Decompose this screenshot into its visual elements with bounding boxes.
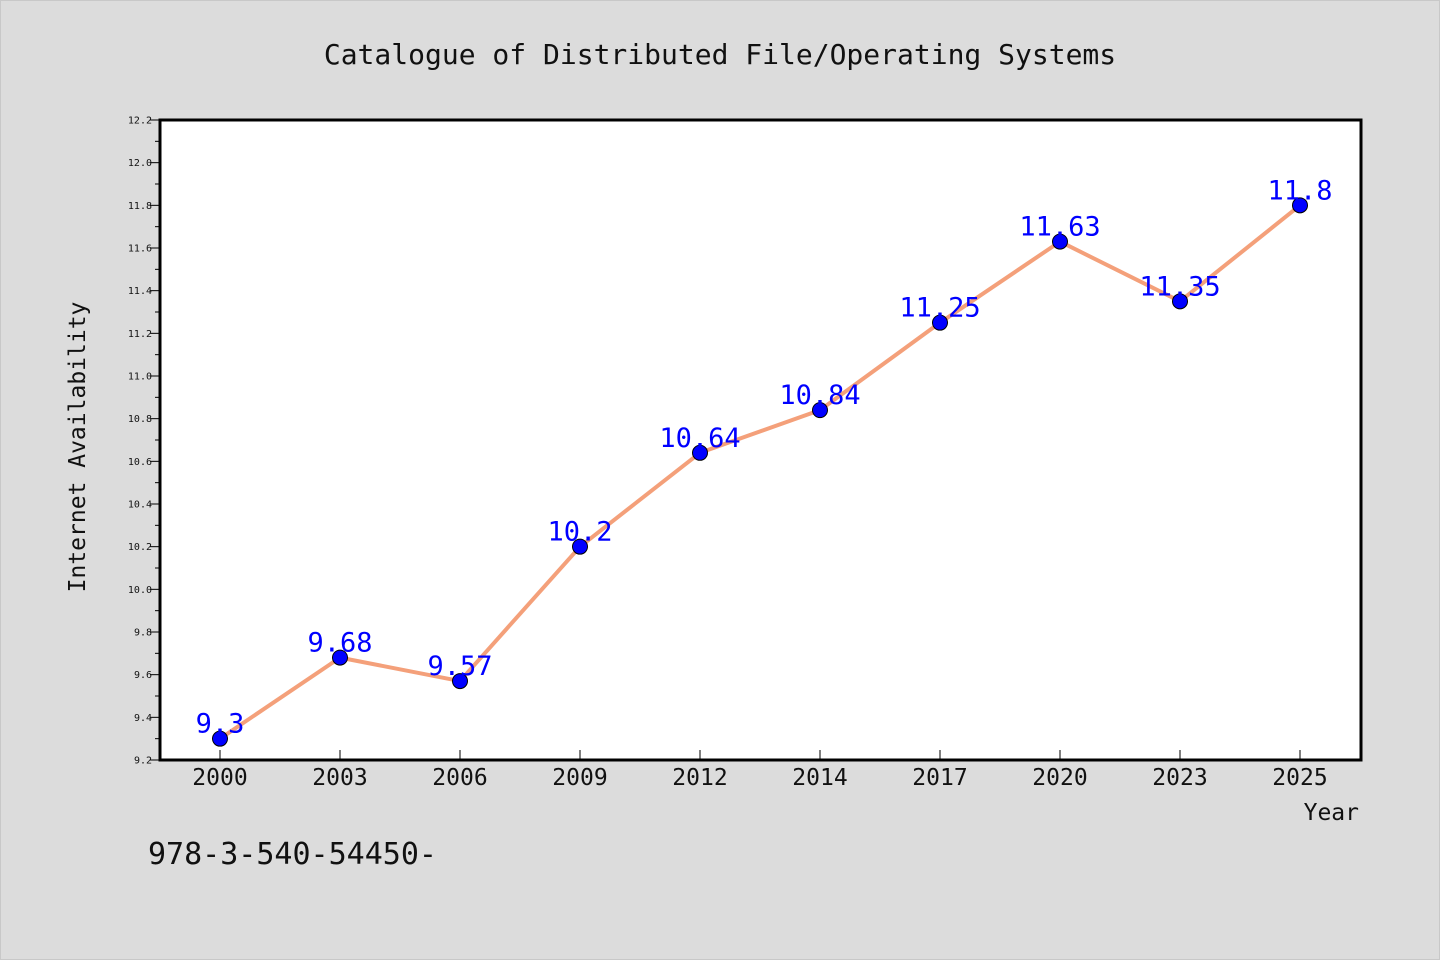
y-tick-label: 9.8 <box>134 628 152 639</box>
x-tick-label: 2006 <box>432 765 487 791</box>
y-tick-label: 10.2 <box>128 542 152 553</box>
y-tick-label: 11.8 <box>128 201 152 212</box>
x-tick-label: 2025 <box>1272 765 1327 791</box>
y-axis: 9.2 9.4 9.6 9.8 10.0 10.2 10.4 10.6 10.8 11.0 11.2… <box>128 116 160 767</box>
data-point <box>332 649 348 666</box>
data-label: 10.84 <box>779 380 860 411</box>
data-label: 11.8 <box>1267 175 1332 206</box>
data-label: 9.3 <box>196 709 245 740</box>
data-label: 11.63 <box>1019 212 1100 243</box>
data-point <box>1052 233 1068 250</box>
series-line <box>218 203 1302 741</box>
y-tick-label: 11.0 <box>128 372 152 383</box>
data-point <box>452 673 468 690</box>
data-label: 11.35 <box>1139 271 1220 302</box>
data-point <box>1172 293 1188 310</box>
data-point <box>212 730 228 747</box>
x-tick-label: 2017 <box>912 765 967 791</box>
data-label: 11.25 <box>899 293 980 324</box>
data-point <box>932 314 948 331</box>
data-label: 9.68 <box>307 628 372 659</box>
isbn-annotation: 978-3-540-54450- <box>148 837 437 872</box>
y-tick-label: 9.4 <box>134 713 152 724</box>
x-axis-label: Year <box>1304 800 1359 826</box>
y-tick-label: 9.2 <box>134 756 152 767</box>
x-tick-label: 2012 <box>672 765 727 791</box>
data-label: 10.64 <box>659 423 740 454</box>
data-point <box>692 444 708 461</box>
y-tick-label: 11.2 <box>128 329 152 340</box>
chart-title: Catalogue of Distributed File/Operating … <box>324 38 1116 71</box>
x-tick-label: 2000 <box>192 765 247 791</box>
y-tick-label: 11.4 <box>128 286 152 297</box>
x-tick-label: 2020 <box>1032 765 1087 791</box>
y-tick-label: 12.0 <box>128 158 152 169</box>
data-point <box>572 538 588 555</box>
x-axis: 2000 2003 2006 2009 2012 2014 2017 2020 2023 2025 <box>192 750 1328 791</box>
y-axis-label: Internet Availability <box>65 302 91 593</box>
x-tick-label: 2009 <box>552 765 607 791</box>
data-point <box>812 402 828 419</box>
y-tick-label: 10.4 <box>128 500 152 511</box>
x-tick-label: 2014 <box>792 765 847 791</box>
plot-area <box>158 118 1363 762</box>
data-label: 9.57 <box>427 651 492 682</box>
y-tick-label: 10.6 <box>128 457 152 468</box>
y-tick-label: 9.6 <box>134 670 152 681</box>
x-tick-label: 2023 <box>1152 765 1207 791</box>
x-tick-label: 2003 <box>312 765 367 791</box>
data-label: 10.2 <box>547 517 612 548</box>
y-tick-label: 12.2 <box>128 116 152 127</box>
y-tick-label: 10.8 <box>128 414 152 425</box>
y-tick-label: 11.6 <box>128 244 152 255</box>
data-point <box>1292 197 1308 214</box>
series-layer: 9.3 9.68 9.57 10.2 10.64 10.84 11.25 11.63 11.35… <box>196 175 1333 747</box>
y-tick-label: 10.0 <box>128 585 152 596</box>
